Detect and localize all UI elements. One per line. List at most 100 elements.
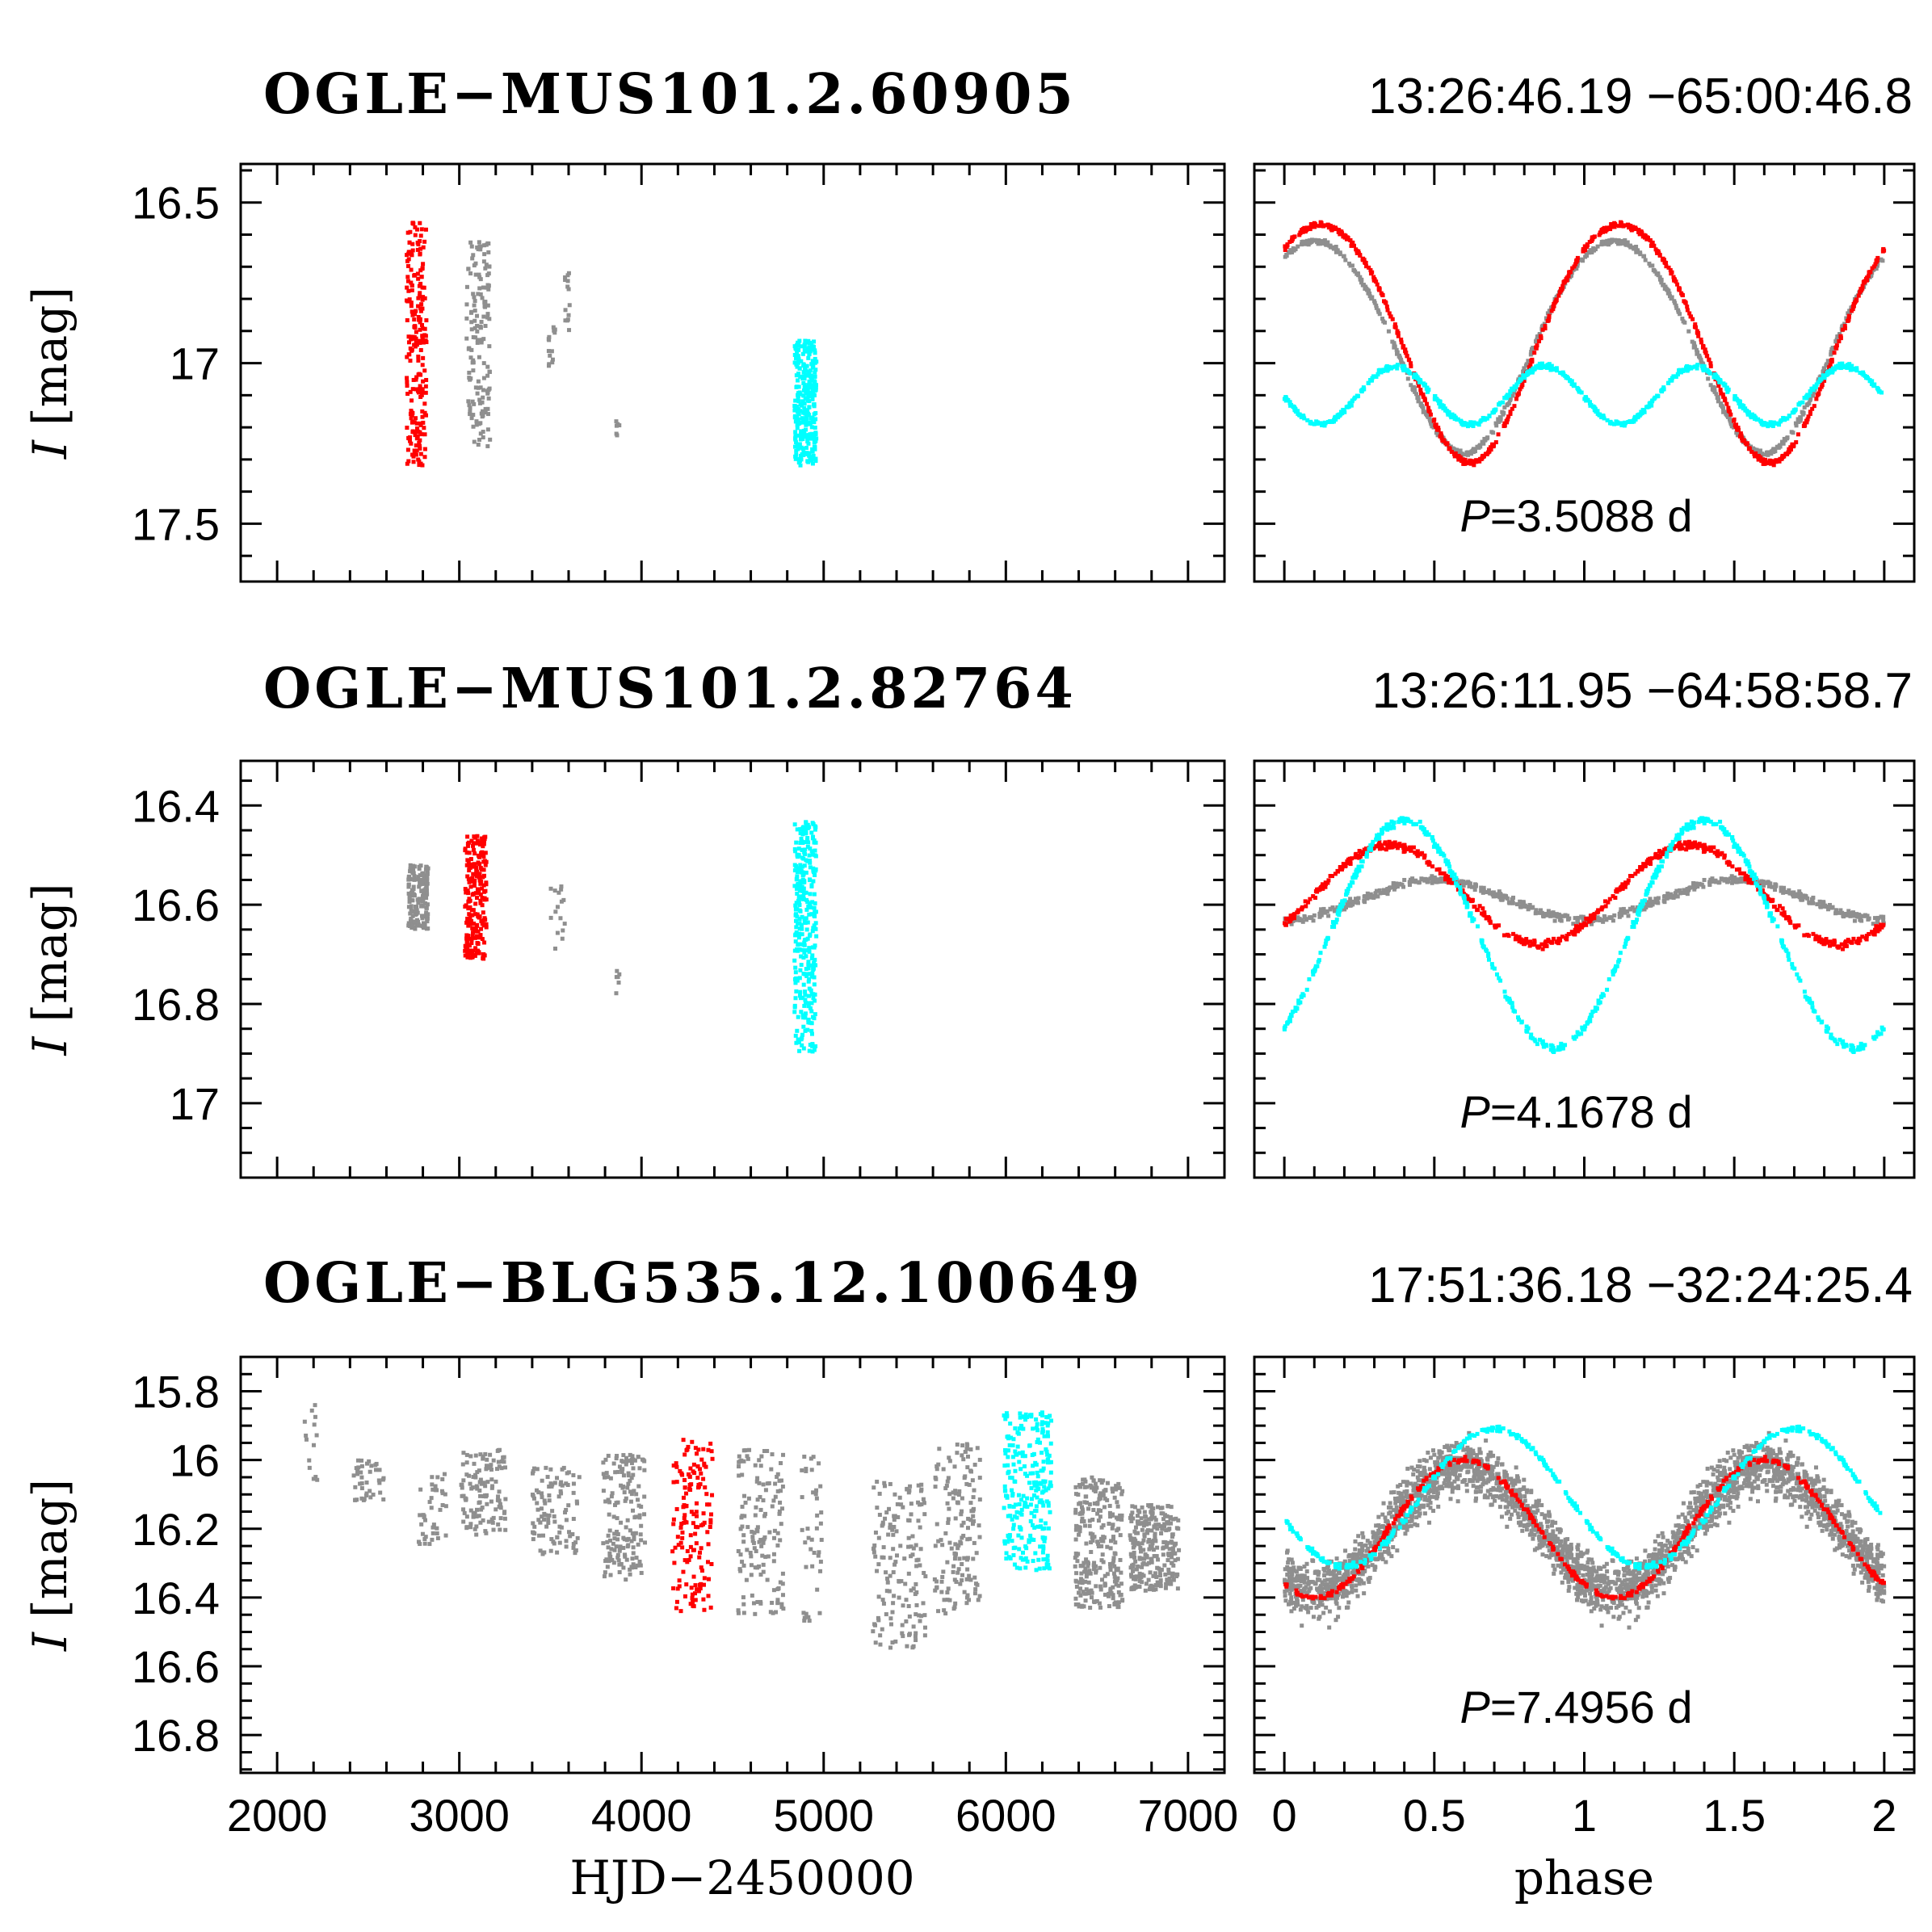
data-point — [810, 347, 815, 352]
data-point — [413, 926, 418, 931]
data-point — [1673, 892, 1678, 897]
data-point — [1802, 405, 1807, 410]
data-point — [421, 924, 426, 929]
data-point — [1735, 433, 1740, 438]
data-point — [1787, 891, 1792, 896]
data-point — [1641, 862, 1646, 867]
data-point — [804, 416, 809, 421]
time-series-gray — [614, 968, 622, 996]
data-point — [794, 440, 799, 445]
data-point — [483, 406, 488, 411]
data-point — [1644, 900, 1649, 905]
data-point — [1573, 924, 1578, 929]
data-point — [419, 389, 424, 394]
data-point — [809, 912, 814, 917]
data-point — [1468, 452, 1473, 456]
data-point — [422, 432, 427, 437]
data-point — [1296, 915, 1300, 920]
data-point — [483, 300, 488, 304]
data-point — [1415, 849, 1420, 854]
data-point — [1569, 381, 1574, 386]
data-point — [481, 314, 486, 319]
data-point — [1548, 368, 1553, 372]
data-point — [796, 943, 800, 947]
data-point — [1856, 941, 1861, 946]
data-point — [410, 420, 414, 425]
data-point — [1311, 918, 1316, 923]
data-point — [805, 1027, 810, 1032]
data-point — [1729, 874, 1734, 879]
data-point — [1441, 406, 1446, 411]
data-point — [466, 943, 471, 947]
data-point — [1392, 322, 1397, 327]
data-point — [798, 881, 803, 886]
data-point — [795, 415, 800, 420]
data-point — [1504, 396, 1509, 401]
data-point — [1661, 283, 1665, 288]
data-point — [1805, 393, 1810, 397]
data-point — [1426, 388, 1430, 393]
data-point — [1682, 891, 1686, 896]
data-point — [1575, 255, 1580, 260]
data-point — [414, 452, 418, 457]
data-point — [809, 1021, 814, 1026]
data-point — [1846, 313, 1851, 318]
data-point — [811, 992, 816, 997]
data-point — [475, 338, 480, 342]
data-point — [794, 912, 799, 917]
data-point — [1652, 243, 1657, 248]
data-point — [1647, 261, 1652, 266]
data-point — [1779, 911, 1784, 916]
data-point — [476, 942, 481, 947]
data-point — [480, 839, 485, 844]
data-point — [1647, 404, 1652, 409]
data-point — [1601, 414, 1606, 418]
data-point — [807, 352, 812, 357]
data-point — [1838, 361, 1842, 366]
data-point — [485, 373, 490, 378]
data-point — [795, 426, 800, 430]
data-point — [1808, 410, 1812, 414]
data-point — [810, 449, 815, 454]
data-point — [1668, 294, 1673, 299]
data-point — [1455, 880, 1460, 885]
data-point — [485, 315, 490, 320]
data-point — [1494, 423, 1499, 428]
data-point — [793, 398, 798, 403]
data-point — [1357, 848, 1362, 853]
data-point — [1655, 394, 1660, 399]
data-point — [1534, 339, 1539, 344]
data-point — [1526, 359, 1531, 363]
data-point — [1500, 400, 1505, 405]
data-point — [1736, 426, 1741, 430]
data-point — [810, 461, 815, 466]
data-point — [1717, 880, 1722, 884]
data-point — [614, 419, 619, 424]
data-point — [1506, 401, 1511, 405]
data-point — [405, 279, 410, 284]
data-point — [1802, 933, 1807, 938]
data-point — [418, 904, 423, 909]
data-point — [473, 335, 478, 340]
data-point — [1493, 440, 1498, 445]
data-point — [1537, 361, 1542, 366]
data-point — [1375, 282, 1380, 287]
data-point — [799, 435, 804, 440]
data-point — [794, 354, 799, 359]
data-point — [1618, 242, 1623, 246]
time-series-gray — [406, 863, 430, 931]
data-point — [563, 308, 568, 313]
data-point — [1478, 444, 1483, 449]
data-point — [802, 863, 807, 868]
data-point — [412, 273, 417, 278]
data-point — [796, 399, 801, 404]
data-point — [419, 275, 424, 279]
data-point — [1726, 409, 1731, 414]
data-point — [1618, 914, 1623, 918]
data-point — [1641, 408, 1646, 413]
data-point — [1311, 224, 1316, 229]
data-point — [1686, 886, 1690, 891]
data-point — [1702, 842, 1707, 847]
data-point — [418, 878, 423, 883]
data-point — [471, 864, 476, 869]
